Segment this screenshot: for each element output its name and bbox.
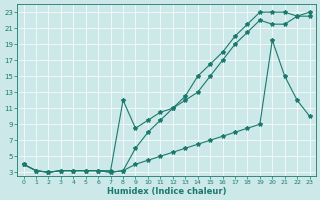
X-axis label: Humidex (Indice chaleur): Humidex (Indice chaleur) (107, 187, 226, 196)
